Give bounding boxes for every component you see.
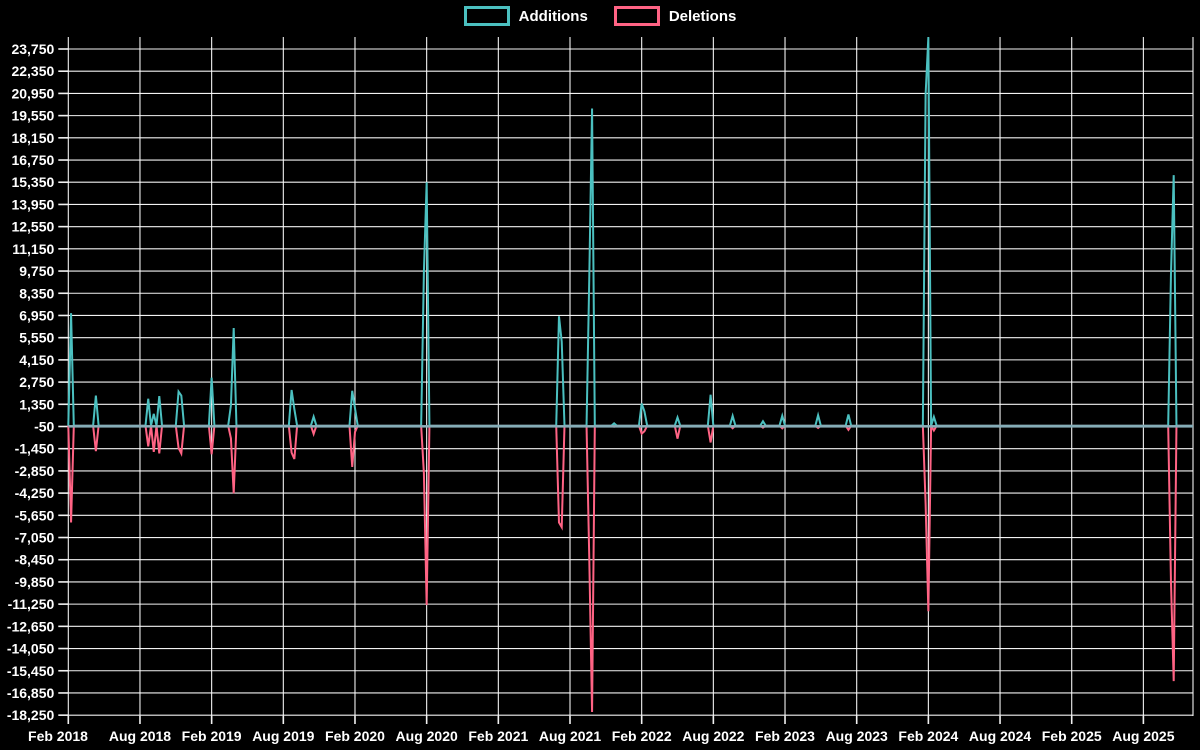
x-tick-label: Aug 2023 (826, 728, 888, 744)
y-tick-label: 9,750 (19, 263, 54, 279)
y-tick-label: -12,650 (7, 618, 55, 634)
legend-label-additions: Additions (518, 7, 588, 25)
y-tick-label: 5,550 (19, 330, 54, 346)
deletions-swatch-icon (613, 6, 660, 26)
x-tick-label: Feb 2020 (325, 728, 385, 744)
chart-legend: Additions Deletions (0, 6, 1200, 26)
x-tick-label: Feb 2018 (28, 728, 88, 744)
y-tick-label: -18,250 (7, 707, 55, 723)
y-tick-label: -14,050 (7, 641, 55, 657)
y-tick-label: -1,450 (15, 441, 55, 457)
legend-label-deletions: Deletions (668, 7, 737, 25)
legend-item-deletions[interactable]: Deletions (613, 6, 737, 26)
y-tick-label: 15,350 (11, 174, 54, 190)
x-tick-label: Aug 2025 (1112, 728, 1174, 744)
y-tick-label: -4,250 (15, 485, 55, 501)
x-tick-label: Aug 2021 (539, 728, 601, 744)
y-tick-label: 18,150 (11, 130, 54, 146)
y-tick-label: 19,550 (11, 108, 54, 124)
y-tick-label: -8,450 (15, 552, 55, 568)
y-tick-label: 16,750 (11, 152, 54, 168)
y-tick-label: 22,350 (11, 63, 54, 79)
deletions-line (67, 422, 1193, 713)
y-tick-label: 12,550 (11, 219, 54, 235)
y-tick-label: 20,950 (11, 85, 54, 101)
y-tick-label: 23,750 (11, 41, 54, 57)
y-tick-label: -9,850 (15, 574, 55, 590)
y-tick-label: -2,850 (15, 463, 55, 479)
y-tick-label: 11,150 (12, 241, 54, 257)
x-tick-label: Aug 2018 (109, 728, 171, 744)
y-tick-label: -11,250 (8, 596, 55, 612)
x-tick-label: Aug 2020 (396, 728, 458, 744)
additions-swatch-icon (463, 6, 510, 26)
additions-line (67, 37, 1193, 427)
y-tick-label: -50 (34, 418, 54, 434)
x-tick-label: Feb 2022 (612, 728, 672, 744)
x-tick-label: Feb 2019 (182, 728, 242, 744)
legend-item-additions[interactable]: Additions (463, 6, 588, 26)
x-tick-label: Feb 2023 (755, 728, 815, 744)
x-tick-label: Aug 2019 (252, 728, 314, 744)
y-tick-label: 6,950 (19, 307, 54, 323)
y-tick-label: 13,950 (11, 196, 54, 212)
y-tick-label: -16,850 (7, 685, 55, 701)
y-tick-label: 2,750 (19, 374, 54, 390)
x-tick-label: Feb 2025 (1042, 728, 1102, 744)
y-tick-label: 1,350 (19, 396, 54, 412)
x-tick-label: Aug 2022 (682, 728, 744, 744)
y-tick-label: 8,350 (19, 285, 54, 301)
x-tick-label: Feb 2021 (468, 728, 528, 744)
x-tick-label: Feb 2024 (898, 728, 958, 744)
y-tick-label: 4,150 (19, 352, 54, 368)
y-tick-label: -7,050 (15, 530, 55, 546)
y-tick-label: -15,450 (7, 663, 55, 679)
y-tick-label: -5,650 (15, 507, 55, 523)
x-tick-label: Aug 2024 (969, 728, 1031, 744)
